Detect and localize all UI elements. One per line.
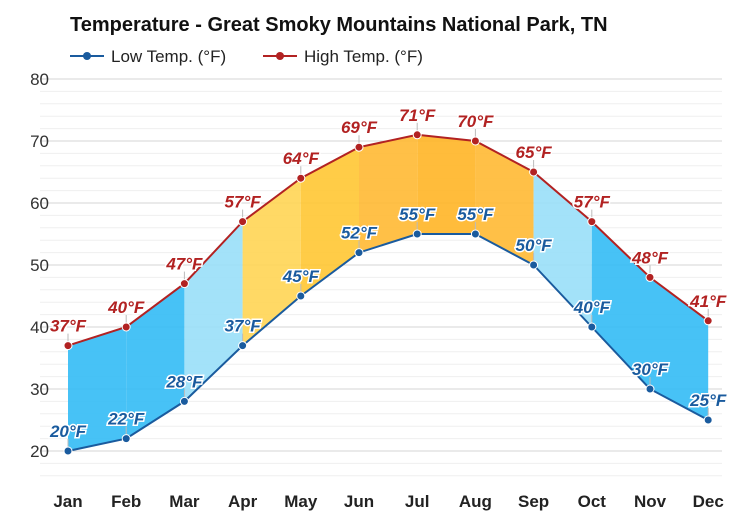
chart-title: Temperature - Great Smoky Mountains Nati… <box>70 14 608 36</box>
low-temp-line <box>67 233 709 452</box>
low-label-mar: 28°F <box>165 372 203 391</box>
low-point-feb <box>121 434 131 444</box>
low-point-aug <box>470 229 480 239</box>
legend: Low Temp. (°F) High Temp. (°F) <box>70 47 423 66</box>
low-label-may: 45°F <box>282 267 320 286</box>
legend-marker-high <box>276 52 284 60</box>
x-tick-jul: Jul <box>405 492 430 511</box>
low-point-may <box>296 291 306 301</box>
low-label-jan: 20°F <box>49 422 87 441</box>
y-tick-label: 40 <box>30 318 49 337</box>
low-label-feb: 22°F <box>107 410 145 429</box>
high-point-jul <box>412 130 422 140</box>
x-tick-sep: Sep <box>518 492 549 511</box>
low-label-jun: 52°F <box>341 224 378 243</box>
band-mar <box>184 221 243 402</box>
low-point-sep <box>529 260 539 270</box>
high-point-aug <box>470 136 480 146</box>
x-tick-apr: Apr <box>228 492 258 511</box>
point-ticks <box>67 122 709 447</box>
high-label-dec: 41°F <box>689 292 727 311</box>
temperature-bands <box>68 134 709 451</box>
low-label-aug: 55°F <box>457 205 494 224</box>
band-aug <box>475 141 534 265</box>
x-tick-may: May <box>284 492 318 511</box>
high-point-sep <box>529 167 539 177</box>
y-tick-label: 70 <box>30 132 49 151</box>
band-apr <box>242 178 301 346</box>
y-tick-label: 30 <box>30 380 49 399</box>
low-point-jul <box>412 229 422 239</box>
high-label-mar: 47°F <box>165 255 203 274</box>
low-label-oct: 40°F <box>573 298 611 317</box>
x-tick-mar: Mar <box>169 492 200 511</box>
high-label-jan: 37°F <box>50 317 87 336</box>
x-tick-jan: Jan <box>53 492 82 511</box>
high-label-feb: 40°F <box>107 298 145 317</box>
y-tick-label: 20 <box>30 442 49 461</box>
x-tick-jun: Jun <box>344 492 374 511</box>
x-tick-aug: Aug <box>459 492 492 511</box>
low-point-nov <box>645 384 655 394</box>
legend-label-low: Low Temp. (°F) <box>111 47 226 66</box>
band-jun <box>359 134 418 253</box>
low-label-sep: 50°F <box>516 236 553 255</box>
band-jan <box>68 327 127 451</box>
high-label-aug: 70°F <box>457 112 494 131</box>
high-point-jun <box>354 142 364 152</box>
legend-item-high[interactable]: High Temp. (°F) <box>263 47 423 66</box>
low-point-jun <box>354 248 364 258</box>
high-point-apr <box>238 217 248 227</box>
data-labels: 20°F 22°F 28°F 37°F 45°F 52°F 55°F 55°F 50°F 40°F… <box>47 104 728 442</box>
y-tick-label: 80 <box>30 70 49 89</box>
data-points <box>63 130 713 456</box>
x-axis: Jan Feb Mar Apr May Jun Jul Aug Sep Oct Nov Dec <box>53 492 723 511</box>
high-point-mar <box>179 279 189 289</box>
high-label-jul: 71°F <box>399 106 436 125</box>
band-sep <box>533 172 592 327</box>
y-tick-label: 60 <box>30 194 49 213</box>
high-point-nov <box>645 272 655 282</box>
high-point-oct <box>587 217 597 227</box>
high-point-jan <box>63 341 73 351</box>
legend-label-high: High Temp. (°F) <box>304 47 423 66</box>
band-feb <box>126 283 185 439</box>
high-label-may: 64°F <box>283 149 320 168</box>
high-point-feb <box>121 322 131 332</box>
low-point-mar <box>179 396 189 406</box>
low-point-apr <box>238 341 248 351</box>
high-label-oct: 57°F <box>574 193 611 212</box>
high-label-apr: 57°F <box>225 193 262 212</box>
y-tick-label: 50 <box>30 256 49 275</box>
x-tick-dec: Dec <box>693 492 724 511</box>
legend-marker-low <box>83 52 91 60</box>
high-label-nov: 48°F <box>631 248 669 267</box>
band-may <box>300 147 359 296</box>
low-point-dec <box>703 415 713 425</box>
low-label-apr: 37°F <box>225 317 262 336</box>
x-tick-feb: Feb <box>111 492 141 511</box>
series-lines <box>67 133 709 452</box>
x-tick-nov: Nov <box>634 492 667 511</box>
high-label-jun: 69°F <box>341 118 378 137</box>
high-temp-line <box>67 133 709 347</box>
y-axis: 20 30 40 50 60 70 80 <box>30 70 49 461</box>
legend-item-low[interactable]: Low Temp. (°F) <box>70 47 226 66</box>
band-nov <box>650 277 709 420</box>
low-label-jul: 55°F <box>399 205 436 224</box>
low-label-dec: 25°F <box>689 391 727 410</box>
low-point-oct <box>587 322 597 332</box>
band-jul <box>417 134 476 234</box>
high-point-dec <box>703 316 713 326</box>
x-tick-oct: Oct <box>578 492 607 511</box>
high-point-may <box>296 173 306 183</box>
low-label-nov: 30°F <box>632 360 669 379</box>
low-point-jan <box>63 446 73 456</box>
high-label-sep: 65°F <box>516 143 553 162</box>
